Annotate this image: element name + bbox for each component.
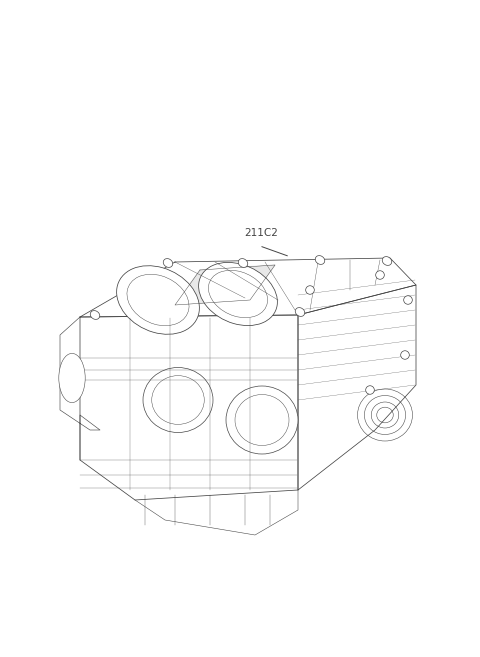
Ellipse shape xyxy=(401,351,409,359)
Ellipse shape xyxy=(382,257,392,265)
Ellipse shape xyxy=(315,256,325,264)
Polygon shape xyxy=(80,315,298,500)
Polygon shape xyxy=(298,285,416,490)
Polygon shape xyxy=(80,258,416,317)
Ellipse shape xyxy=(199,262,277,326)
Ellipse shape xyxy=(90,311,100,319)
Polygon shape xyxy=(135,490,298,535)
Ellipse shape xyxy=(306,286,314,294)
Ellipse shape xyxy=(117,265,199,334)
Ellipse shape xyxy=(143,367,213,432)
Ellipse shape xyxy=(226,386,298,454)
Ellipse shape xyxy=(59,353,85,403)
Polygon shape xyxy=(175,265,275,305)
Ellipse shape xyxy=(163,259,173,267)
Text: 211C2: 211C2 xyxy=(245,228,278,238)
Ellipse shape xyxy=(295,307,305,317)
Ellipse shape xyxy=(238,259,248,267)
Ellipse shape xyxy=(404,296,412,304)
Ellipse shape xyxy=(376,271,384,279)
Ellipse shape xyxy=(366,386,374,394)
